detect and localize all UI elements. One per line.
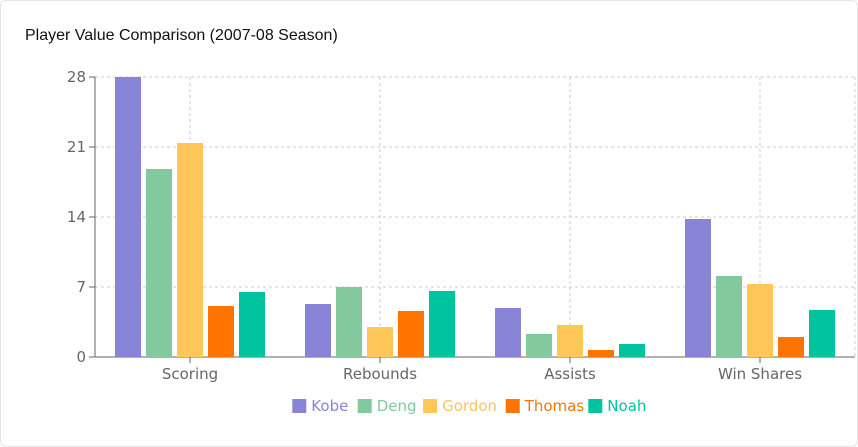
bar-gordon bbox=[177, 143, 203, 357]
x-tick-label: Win Shares bbox=[718, 365, 802, 383]
legend-label: Thomas bbox=[524, 397, 585, 415]
bar-deng bbox=[716, 276, 742, 357]
bar-noah bbox=[809, 310, 835, 357]
bar-deng bbox=[526, 334, 552, 357]
y-tick-label: 28 bbox=[67, 68, 86, 86]
legend-item-deng: Deng bbox=[357, 397, 417, 415]
y-tick-label: 14 bbox=[67, 208, 86, 226]
legend-label: Noah bbox=[607, 397, 646, 415]
legend-swatch bbox=[505, 399, 520, 413]
bar-noah bbox=[429, 291, 455, 357]
bars bbox=[115, 77, 835, 357]
chart-title: Player Value Comparison (2007-08 Season) bbox=[25, 27, 338, 44]
bar-thomas bbox=[208, 306, 234, 357]
x-axis: Scoring Rebounds Assists Win Shares bbox=[95, 356, 855, 383]
x-tick-label: Assists bbox=[544, 365, 596, 383]
bar-kobe bbox=[685, 219, 711, 357]
bar-deng bbox=[146, 169, 172, 357]
bar-gordon bbox=[747, 284, 773, 357]
y-tick-label: 7 bbox=[76, 278, 86, 296]
legend-swatch bbox=[357, 399, 372, 413]
bar-thomas bbox=[398, 311, 424, 357]
legend-swatch bbox=[588, 399, 603, 413]
legend-item-gordon: Gordon bbox=[423, 397, 497, 415]
legend-label: Kobe bbox=[311, 397, 348, 415]
bar-noah bbox=[239, 292, 265, 357]
legend-swatch bbox=[423, 399, 438, 413]
legend-item-thomas: Thomas bbox=[505, 397, 585, 415]
bar-thomas bbox=[778, 337, 804, 357]
bar-kobe bbox=[115, 77, 141, 357]
x-tick-label: Rebounds bbox=[343, 365, 417, 383]
y-tick-label: 0 bbox=[76, 348, 86, 366]
bar-kobe bbox=[305, 304, 331, 357]
bar-deng bbox=[336, 287, 362, 357]
bar-noah bbox=[619, 344, 645, 357]
legend-label: Deng bbox=[377, 397, 417, 415]
legend-item-noah: Noah bbox=[588, 397, 646, 415]
bar-gordon bbox=[557, 325, 583, 357]
bar-gordon bbox=[367, 327, 393, 357]
y-tick-label: 21 bbox=[67, 138, 86, 156]
y-axis: 0 7 14 21 28 bbox=[67, 68, 96, 366]
bar-kobe bbox=[495, 308, 521, 357]
legend-label: Gordon bbox=[442, 397, 497, 415]
legend: Kobe Deng Gordon Thomas Noah bbox=[292, 397, 646, 415]
legend-item-kobe: Kobe bbox=[292, 397, 348, 415]
bar-thomas bbox=[588, 350, 614, 357]
x-tick-label: Scoring bbox=[162, 365, 218, 383]
legend-swatch bbox=[292, 399, 307, 413]
